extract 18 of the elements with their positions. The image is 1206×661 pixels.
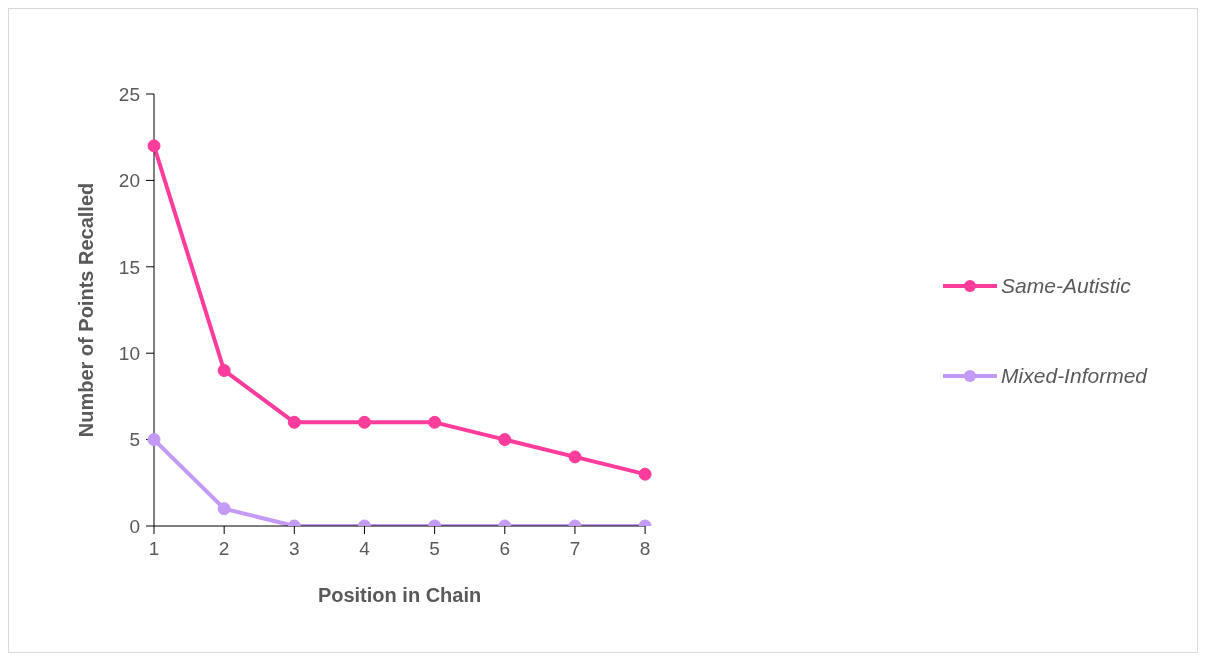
x-tick-label: 1 (148, 538, 160, 560)
y-tick-label: 10 (118, 342, 140, 364)
x-tick-label: 7 (569, 538, 581, 560)
y-tick-label: 5 (129, 429, 140, 451)
x-axis-title: Position in Chain (317, 584, 482, 606)
y-tick-label: 0 (129, 515, 140, 537)
legend-label: Same-Autistic (1001, 273, 1131, 298)
y-tick-label: 20 (118, 170, 140, 192)
x-tick-label: 4 (359, 538, 371, 560)
x-tick-label: 8 (639, 538, 651, 560)
y-tick-label: 25 (118, 83, 140, 105)
legend-label: Mixed-Informed (1001, 363, 1147, 388)
x-tick-label: 2 (218, 538, 230, 560)
x-tick-label: 3 (289, 538, 300, 560)
y-axis-title: Number of Points Recalled (75, 182, 98, 438)
x-tick-label: 6 (499, 538, 511, 560)
x-tick-label: 5 (429, 538, 440, 560)
y-tick-label: 15 (118, 256, 140, 278)
